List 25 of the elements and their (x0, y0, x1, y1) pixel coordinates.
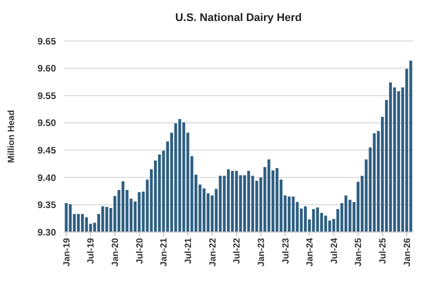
x-tick-label: Jul-21 (182, 238, 193, 264)
x-tick-label: Jan-24 (304, 238, 315, 267)
y-tick-label: 9.45 (38, 145, 57, 156)
x-tick-label: Jan-19 (61, 238, 72, 267)
y-tick-label: 9.40 (38, 172, 56, 184)
x-tick-label: Jul-20 (134, 238, 144, 264)
x-tick-label: Jan-22 (207, 238, 218, 267)
x-tick-label: Jan-21 (158, 238, 169, 267)
x-tick-label: Jul-22 (232, 238, 242, 264)
x-tick-label: Jan-23 (256, 238, 266, 267)
x-tick-label: Jul-19 (86, 238, 96, 264)
x-tick-label: Jan-25 (353, 238, 364, 267)
y-tick-label: 9.50 (38, 118, 56, 130)
x-tick-label: Jul-25 (378, 238, 388, 264)
chart-title: U.S. National Dairy Herd (175, 12, 302, 24)
x-tick-label: Jan-26 (402, 238, 412, 267)
y-tick-label: 9.55 (38, 90, 57, 102)
y-axis-title: Million Head (6, 110, 16, 164)
y-tick-label: 9.60 (38, 64, 56, 75)
y-tick-label: 9.30 (38, 227, 56, 238)
x-tick-label: Jul-24 (328, 238, 339, 264)
x-tick-label: Jan-20 (110, 238, 120, 267)
y-tick-label: 9.35 (38, 200, 57, 212)
x-tick-label: Jul-23 (280, 238, 290, 264)
y-tick-label: 9.65 (38, 36, 57, 48)
